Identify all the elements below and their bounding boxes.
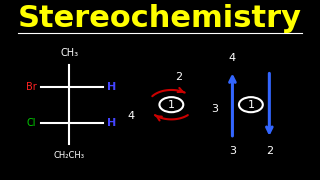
Text: CH₂CH₃: CH₂CH₃ — [54, 151, 84, 160]
Text: H: H — [108, 118, 117, 128]
Text: 1: 1 — [247, 100, 254, 110]
Text: Stereochemistry: Stereochemistry — [18, 4, 302, 33]
Text: 3: 3 — [229, 146, 236, 156]
Text: 2: 2 — [175, 72, 183, 82]
Text: H: H — [108, 82, 117, 92]
Text: 3: 3 — [211, 105, 218, 114]
Text: 4: 4 — [229, 53, 236, 63]
Text: 4: 4 — [128, 111, 135, 122]
Text: CH₃: CH₃ — [60, 48, 78, 58]
Text: Br: Br — [26, 82, 36, 92]
Text: Cl: Cl — [27, 118, 36, 128]
Text: 2: 2 — [266, 146, 273, 156]
Text: 1: 1 — [168, 100, 175, 110]
